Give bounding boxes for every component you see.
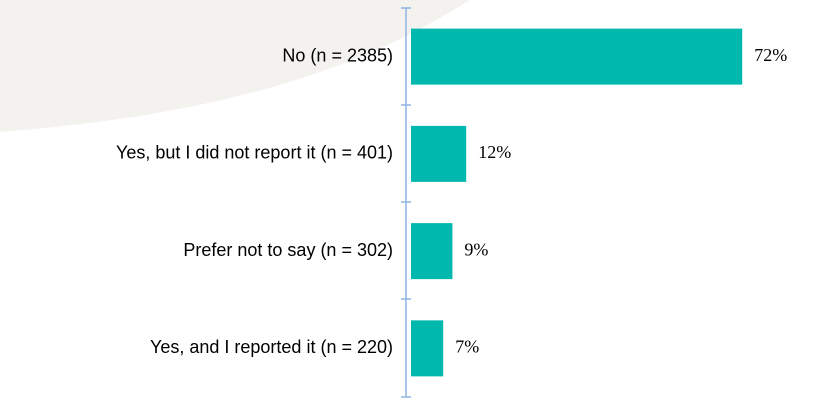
category-label: Yes, but I did not report it (n = 401): [116, 143, 393, 163]
category-label: Yes, and I reported it (n = 220): [150, 337, 393, 357]
value-label: 7%: [455, 337, 479, 357]
category-label: No (n = 2385): [282, 45, 393, 65]
bar: [411, 223, 453, 280]
bar: [411, 320, 444, 377]
category-label: Prefer not to say (n = 302): [183, 240, 393, 260]
category-axis: [401, 7, 411, 398]
bar: [411, 28, 743, 85]
value-label: 9%: [464, 239, 488, 259]
bar: [411, 125, 467, 182]
value-label: 72%: [754, 45, 787, 65]
background-shape: [0, 0, 470, 132]
value-label: 12%: [478, 142, 511, 162]
